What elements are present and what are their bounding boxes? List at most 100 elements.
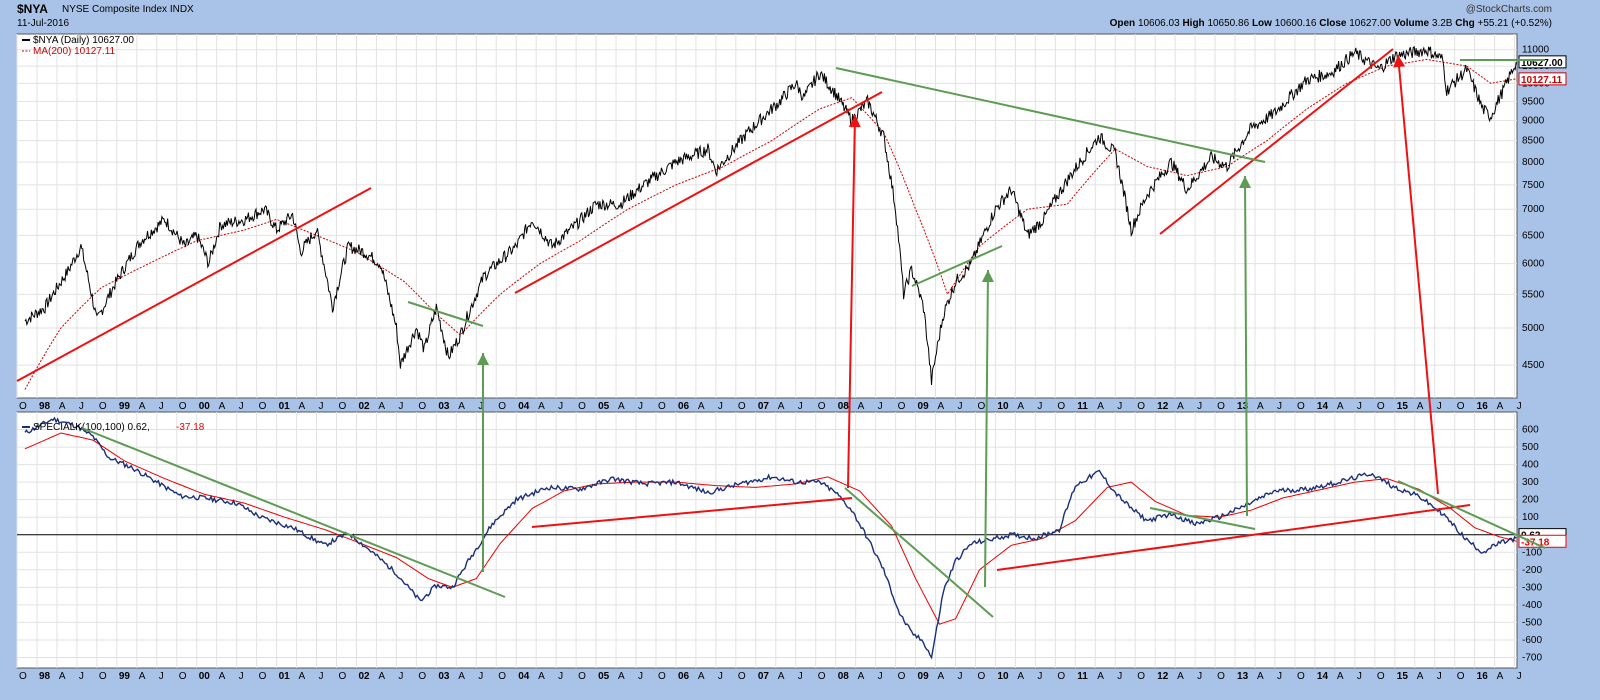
x-tick-label: J [319, 671, 324, 682]
x-tick-label: A [139, 671, 146, 682]
x-tick-label: J [1517, 671, 1522, 682]
x-tick-label: 07 [758, 401, 770, 412]
x-tick-label: O [1457, 671, 1465, 682]
x-tick-label: J [957, 671, 962, 682]
x-tick-label: A [219, 401, 226, 412]
x-tick-label: 10 [997, 671, 1009, 682]
x-tick-label: J [478, 401, 483, 412]
stat-high-label: High [1182, 18, 1205, 29]
x-tick-label: O [578, 401, 586, 412]
x-tick-label: O [738, 671, 746, 682]
x-tick-label: O [818, 671, 826, 682]
x-tick-label: A [858, 401, 865, 412]
x-tick-label: 13 [1237, 401, 1249, 412]
ma-last-tag: 10127.11 [1521, 75, 1563, 86]
x-tick-label: O [99, 671, 107, 682]
x-tick-label: J [79, 401, 84, 412]
stat-volume-label: Volume [1393, 18, 1430, 29]
stat-open-value: 10606.03 [1137, 18, 1180, 29]
x-tick-label: O [179, 671, 187, 682]
ticker-symbol[interactable]: $NYA [17, 2, 48, 16]
x-tick-label: J [798, 671, 803, 682]
x-tick-label: 03 [438, 671, 450, 682]
x-tick-label: O [1137, 671, 1145, 682]
x-tick-label: O [658, 671, 666, 682]
osc-legend: SPECIALK(100,100) 0.62, -37.18 [22, 422, 205, 433]
x-tick-label: 09 [918, 671, 930, 682]
osc-y-tick-label: -400 [1522, 600, 1542, 611]
price-line [24, 45, 1517, 386]
x-tick-label: 13 [1237, 671, 1249, 682]
osc-y-tick-label: -300 [1522, 582, 1542, 593]
x-tick-label: J [1357, 401, 1362, 412]
x-tick-label: A [1177, 671, 1184, 682]
brand-watermark: @StockCharts.com [1465, 4, 1552, 15]
legend-price-label: $NYA (Daily) 10627.00 [33, 35, 134, 46]
annotation-trendline [844, 487, 994, 618]
price-y-tick-label: 7500 [1522, 180, 1545, 191]
x-tick-label: 16 [1477, 671, 1489, 682]
x-tick-label: A [858, 671, 865, 682]
osc-y-tick-label: -100 [1522, 547, 1542, 558]
x-tick-label: A [219, 671, 226, 682]
arrow-up-2012-head [1239, 176, 1252, 189]
x-tick-label: J [718, 401, 723, 412]
x-tick-label: J [239, 401, 244, 412]
x-tick-label: A [458, 671, 465, 682]
x-tick-label: A [1497, 671, 1504, 682]
x-tick-label: 11 [1077, 671, 1088, 682]
x-tick-label: 00 [199, 401, 211, 412]
stat-high-value: 10650.86 [1207, 18, 1250, 29]
x-tick-label: 04 [518, 401, 530, 412]
x-tick-label: J [1197, 401, 1202, 412]
price-y-tick-label: 5000 [1522, 323, 1545, 334]
price-y-tick-label: 9500 [1522, 96, 1545, 107]
x-tick-label: J [1037, 401, 1042, 412]
x-tick-label: J [1437, 671, 1442, 682]
quote-stats: Open 10606.03 High 10650.86 Low 10600.16… [1110, 18, 1552, 29]
x-tick-label: 09 [918, 401, 930, 412]
x-tick-label: A [778, 671, 785, 682]
annotation-trendline [407, 301, 484, 327]
x-tick-label: O [898, 671, 906, 682]
x-tick-label: 99 [119, 671, 131, 682]
x-tick-label: J [239, 671, 244, 682]
arrow-up-2015-head [1393, 55, 1406, 68]
x-tick-label: O [1057, 671, 1065, 682]
x-tick-label: O [498, 401, 506, 412]
x-tick-label: J [159, 401, 164, 412]
specialk-line [24, 416, 1517, 660]
annotation-trendline [1159, 48, 1394, 235]
x-tick-label: A [938, 401, 945, 412]
x-tick-label: J [1517, 401, 1522, 412]
x-tick-label: O [418, 671, 426, 682]
x-tick-label: A [1417, 671, 1424, 682]
price-y-tick-label: 5500 [1522, 289, 1545, 300]
x-tick-label: O [1217, 671, 1225, 682]
x-tick-label: J [1117, 671, 1122, 682]
x-tick-label: 07 [758, 671, 770, 682]
arrow-up-2015 [1397, 54, 1439, 495]
stat-open-label: Open [1109, 18, 1136, 29]
price-y-tick-label: 8000 [1522, 157, 1545, 168]
x-tick-label: A [618, 401, 625, 412]
x-tick-label: 06 [678, 401, 690, 412]
stat-chg-label: Chg [1455, 18, 1475, 29]
index-name: NYSE Composite Index INDX [62, 4, 194, 15]
x-tick-label: O [338, 671, 346, 682]
x-tick-label: A [618, 671, 625, 682]
annotation-trendline [1397, 480, 1546, 549]
x-tick-label: O [1297, 671, 1305, 682]
x-tick-label: A [1097, 401, 1104, 412]
x-tick-label: J [1437, 401, 1442, 412]
x-tick-label: A [698, 401, 705, 412]
x-tick-label: A [299, 671, 306, 682]
x-tick-label: O [498, 671, 506, 682]
arrow-up-2012 [1244, 175, 1248, 517]
x-tick-label: 02 [358, 671, 370, 682]
x-tick-label: J [398, 671, 403, 682]
x-tick-label: O [818, 401, 826, 412]
x-tick-label: O [578, 671, 586, 682]
x-tick-label: A [378, 671, 385, 682]
